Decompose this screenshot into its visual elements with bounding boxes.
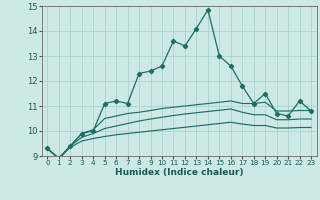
X-axis label: Humidex (Indice chaleur): Humidex (Indice chaleur) — [115, 168, 244, 177]
